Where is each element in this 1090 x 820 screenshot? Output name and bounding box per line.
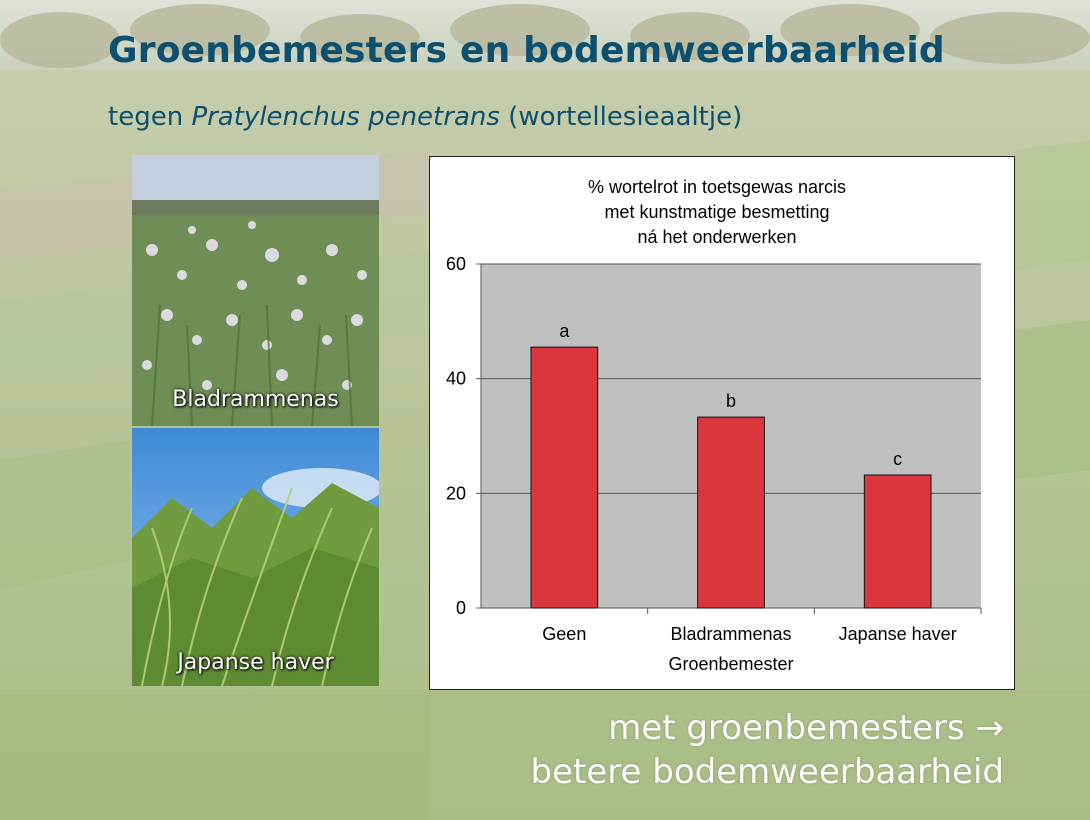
subtitle-species: Pratylenchus penetrans (191, 102, 500, 132)
y-tick-label: 0 (456, 598, 466, 618)
bar-data-label: c (893, 449, 902, 469)
oat-field-photo: Japanse haver (132, 428, 379, 686)
y-tick-label: 20 (446, 483, 466, 503)
conclusion-line-2: betere bodemweerbaarheid (530, 752, 1004, 792)
y-tick-label: 60 (446, 254, 466, 274)
radish-field-photo: Bladrammenas (132, 155, 379, 426)
chart-canvas: % wortelrot in toetsgewas narcis met kuns… (446, 177, 982, 674)
bar-chart: % wortelrot in toetsgewas narcis met kuns… (429, 156, 1015, 690)
slide-subtitle: tegen Pratylenchus penetrans (wortellesi… (108, 102, 742, 132)
bar (697, 416, 765, 609)
chart-title-line: met kunstmatige besmetting (604, 202, 829, 222)
x-tick-label: Bladrammenas (670, 624, 791, 644)
slide-title: Groenbemesters en bodemweerbaarheid (108, 30, 945, 71)
chart-title-line: ná het onderwerken (637, 227, 796, 247)
bar-data-label: b (726, 391, 736, 411)
photo-label-bladrammenas: Bladrammenas (172, 387, 339, 412)
y-tick-label: 40 (446, 369, 466, 389)
subtitle-suffix: (wortellesieaaltje) (499, 102, 743, 132)
radish-field-image (132, 155, 379, 426)
bar (863, 474, 932, 609)
subtitle-prefix: tegen (108, 102, 192, 132)
bar (530, 346, 599, 609)
x-tick-label: Japanse haver (839, 624, 957, 644)
oat-field-image (132, 428, 379, 686)
bar-data-label: a (559, 321, 570, 341)
x-axis-label: Groenbemester (668, 654, 793, 674)
photo-label-japanse-haver: Japanse haver (177, 650, 334, 675)
x-tick-label: Geen (542, 624, 586, 644)
chart-title-line: % wortelrot in toetsgewas narcis (588, 177, 846, 197)
conclusion-line-1: met groenbemesters → (608, 708, 1004, 748)
